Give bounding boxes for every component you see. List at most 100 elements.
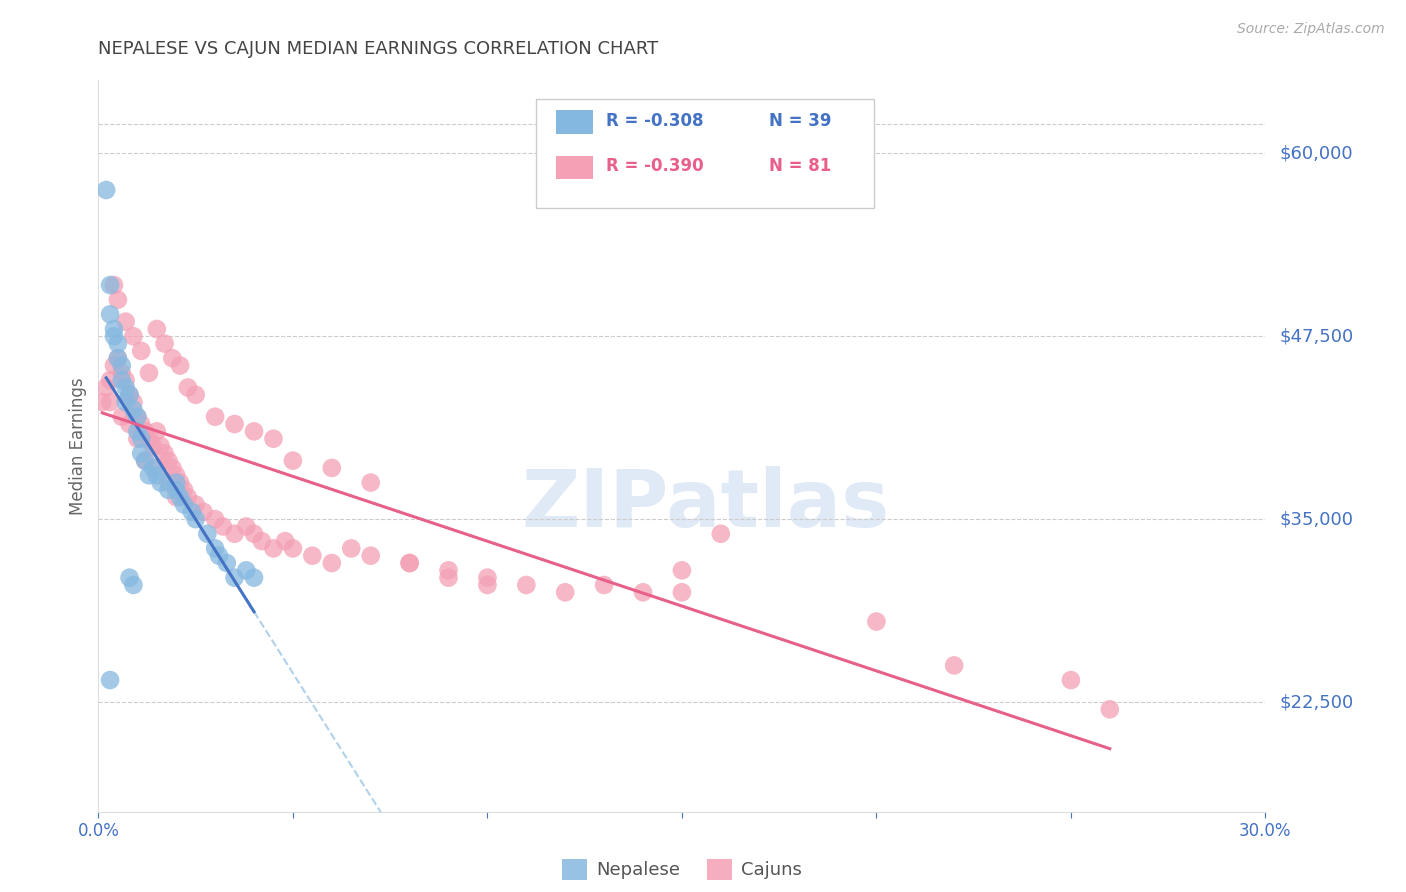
Point	[114, 373, 136, 387]
Point	[114, 315, 136, 329]
Point	[274, 534, 297, 549]
Point	[208, 549, 231, 563]
Point	[153, 336, 176, 351]
Point	[138, 432, 160, 446]
Point	[235, 519, 257, 533]
Point	[142, 439, 165, 453]
Point	[111, 359, 134, 373]
Point	[149, 439, 172, 453]
Point	[107, 336, 129, 351]
Point	[129, 343, 152, 358]
Point	[173, 483, 195, 497]
Point	[138, 468, 160, 483]
Point	[169, 359, 191, 373]
Point	[122, 329, 145, 343]
Point	[865, 615, 887, 629]
Point	[477, 578, 499, 592]
Text: N = 39: N = 39	[769, 112, 832, 129]
Point	[98, 395, 121, 409]
Point	[235, 563, 257, 577]
Point	[204, 409, 226, 424]
Point	[398, 556, 420, 570]
Point	[103, 329, 125, 343]
Text: $22,500: $22,500	[1279, 693, 1354, 711]
Point	[301, 549, 323, 563]
Point	[224, 526, 246, 541]
Point	[184, 512, 207, 526]
Point	[134, 425, 156, 439]
Point	[177, 490, 200, 504]
Point	[671, 563, 693, 577]
Bar	[555, 155, 593, 179]
Point	[224, 571, 246, 585]
Point	[177, 380, 200, 394]
Point	[360, 549, 382, 563]
Point	[111, 409, 134, 424]
Point	[146, 322, 169, 336]
Point	[157, 483, 180, 497]
Text: N = 81: N = 81	[769, 157, 832, 175]
Point	[204, 512, 226, 526]
Point	[243, 425, 266, 439]
Point	[943, 658, 966, 673]
Text: Source: ZipAtlas.com: Source: ZipAtlas.com	[1237, 22, 1385, 37]
Point	[118, 388, 141, 402]
Point	[437, 563, 460, 577]
Point	[127, 409, 149, 424]
Text: NEPALESE VS CAJUN MEDIAN EARNINGS CORRELATION CHART: NEPALESE VS CAJUN MEDIAN EARNINGS CORREL…	[98, 40, 658, 58]
Text: $35,000: $35,000	[1279, 510, 1354, 528]
Point	[165, 483, 187, 497]
Point	[477, 571, 499, 585]
Point	[243, 526, 266, 541]
Point	[162, 461, 184, 475]
Point	[122, 395, 145, 409]
Point	[111, 366, 134, 380]
Text: $60,000: $60,000	[1279, 145, 1353, 162]
Point	[243, 571, 266, 585]
Point	[122, 578, 145, 592]
Point	[180, 505, 202, 519]
Point	[360, 475, 382, 490]
Legend: Nepalese, Cajuns: Nepalese, Cajuns	[554, 852, 810, 887]
Point	[195, 526, 218, 541]
Point	[103, 278, 125, 293]
Point	[184, 498, 207, 512]
Point	[165, 468, 187, 483]
Point	[107, 293, 129, 307]
Point	[321, 556, 343, 570]
Point	[127, 425, 149, 439]
Point	[173, 498, 195, 512]
Point	[262, 432, 284, 446]
Point	[157, 475, 180, 490]
Point	[281, 541, 304, 556]
Point	[193, 505, 215, 519]
Point	[114, 380, 136, 394]
Point	[134, 453, 156, 467]
Point	[153, 446, 176, 460]
Text: R = -0.390: R = -0.390	[606, 157, 703, 175]
Point	[129, 446, 152, 460]
Y-axis label: Median Earnings: Median Earnings	[69, 377, 87, 515]
Bar	[555, 111, 593, 134]
Point	[138, 366, 160, 380]
Point	[96, 380, 118, 394]
Point	[340, 541, 363, 556]
FancyBboxPatch shape	[536, 99, 875, 209]
Point	[129, 432, 152, 446]
Point	[1060, 673, 1083, 687]
Point	[169, 490, 191, 504]
Point	[281, 453, 304, 467]
Point	[157, 453, 180, 467]
Point	[593, 578, 616, 592]
Text: R = -0.308: R = -0.308	[606, 112, 703, 129]
Point	[250, 534, 273, 549]
Point	[165, 490, 187, 504]
Text: $47,500: $47,500	[1279, 327, 1354, 345]
Point	[146, 461, 169, 475]
Point	[96, 183, 118, 197]
Point	[118, 388, 141, 402]
Point	[224, 417, 246, 431]
Point	[118, 417, 141, 431]
Point	[91, 395, 114, 409]
Point	[204, 541, 226, 556]
